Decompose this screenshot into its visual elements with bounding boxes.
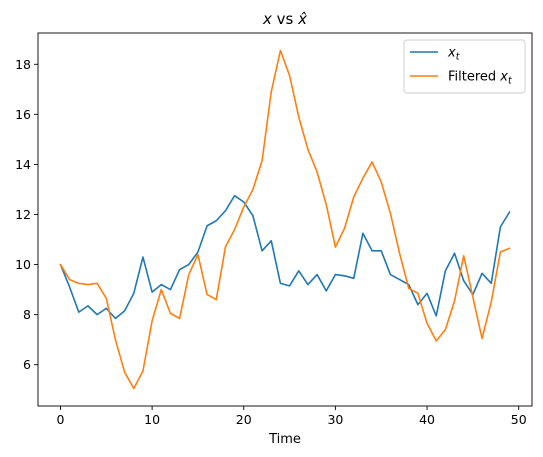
legend-label-subscript: t xyxy=(456,52,461,63)
legend-label-variable: x xyxy=(447,46,456,61)
title-part: x xyxy=(262,10,272,28)
series-line-filtered-x-t xyxy=(59,49,511,390)
legend-label: xt xyxy=(447,46,461,63)
y-tick-label: 10 xyxy=(15,257,31,272)
x-tick-label: 10 xyxy=(144,412,160,427)
legend-label: Filtered xt xyxy=(448,70,513,87)
series-line-x-t xyxy=(59,194,511,320)
y-tick-label: 12 xyxy=(15,207,31,222)
y-axis-ticks: 6 8 10 12 14 16 18 xyxy=(15,57,38,372)
legend-frame xyxy=(403,39,526,94)
legend-label-subscript: t xyxy=(508,76,513,87)
x-tick-label: 20 xyxy=(236,412,252,427)
y-tick-label: 14 xyxy=(15,157,31,172)
x-tick-label: 40 xyxy=(419,412,435,427)
plot-area xyxy=(37,32,533,407)
x-axis-label: Time xyxy=(268,432,301,447)
title-part: x̂ xyxy=(293,10,307,28)
legend-label-variable: x xyxy=(499,70,508,85)
series-layer xyxy=(59,49,511,390)
y-tick-label: 18 xyxy=(15,57,31,72)
x-tick-label: 0 xyxy=(56,412,64,427)
x-axis-ticks: 0 10 20 30 40 50 xyxy=(56,406,527,427)
legend-label-prefix: Filtered xyxy=(448,70,500,85)
chart-title: x vs x̂ xyxy=(262,10,307,28)
x-tick-label: 30 xyxy=(327,412,343,427)
x-tick-label: 50 xyxy=(511,412,527,427)
title-part: vs xyxy=(272,10,294,28)
y-tick-label: 6 xyxy=(23,357,31,372)
plot-frame xyxy=(37,32,533,407)
y-tick-label: 8 xyxy=(23,307,31,322)
y-tick-label: 16 xyxy=(15,107,31,122)
